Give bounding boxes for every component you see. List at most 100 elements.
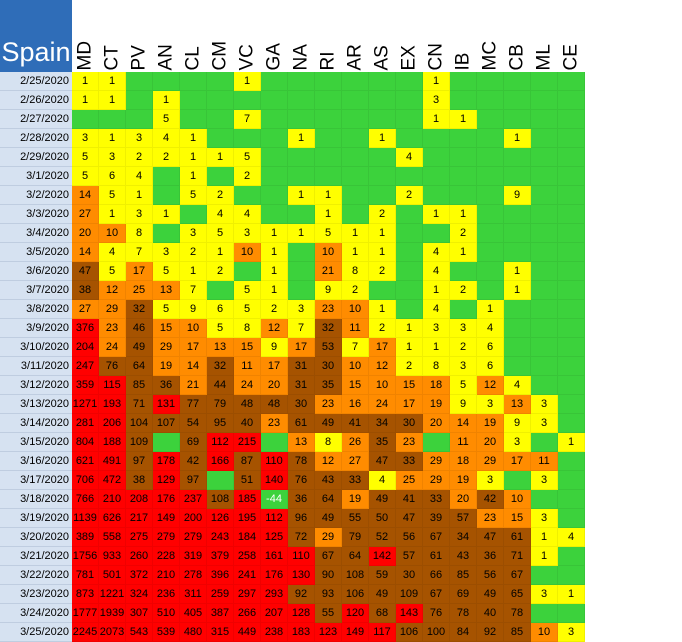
heatmap-cell: 10 (531, 623, 558, 642)
column-header-cn: CN (423, 0, 450, 72)
heatmap-cell: 46 (126, 319, 153, 338)
heatmap-cell (450, 148, 477, 167)
heatmap-cell: 7 (288, 319, 315, 338)
heatmap-cell: 31 (288, 357, 315, 376)
heatmap-cell: 5 (207, 319, 234, 338)
heatmap-cell: 47 (72, 262, 99, 281)
heatmap-cell: 12 (477, 376, 504, 395)
heatmap-cell (153, 72, 180, 91)
heatmap-cell: 4 (558, 528, 585, 547)
heatmap-cell: 5 (234, 281, 261, 300)
heatmap-cell: 372 (126, 566, 153, 585)
heatmap-cell: 5 (153, 262, 180, 281)
heatmap-cell: 11 (234, 357, 261, 376)
heatmap-cell: 16 (342, 395, 369, 414)
heatmap-cell: 71 (126, 395, 153, 414)
heatmap-cell (558, 224, 585, 243)
heatmap-cell: 480 (180, 623, 207, 642)
heatmap-cell (342, 186, 369, 205)
column-header-ex: EX (396, 0, 423, 72)
heatmap-cell: 1 (369, 300, 396, 319)
heatmap-cell (288, 148, 315, 167)
heatmap-cell (153, 186, 180, 205)
heatmap-cell: 243 (207, 528, 234, 547)
heatmap-cell: 97 (126, 452, 153, 471)
heatmap-cell: 20 (477, 433, 504, 452)
heatmap-cell: 2 (396, 186, 423, 205)
column-header-label: CT (101, 45, 123, 71)
heatmap-cell: 706 (72, 471, 99, 490)
row-header-date: 3/6/2020 (0, 262, 72, 281)
heatmap-cell: 36 (153, 376, 180, 395)
heatmap-cell: 41 (396, 490, 423, 509)
heatmap-cell: 1139 (72, 509, 99, 528)
heatmap-cell: 11 (531, 452, 558, 471)
heatmap-cell: 21 (180, 376, 207, 395)
heatmap-cell: 1 (342, 243, 369, 262)
heatmap-cell: 1 (423, 281, 450, 300)
heatmap-cell: 1 (180, 148, 207, 167)
heatmap-cell: 61 (288, 414, 315, 433)
heatmap-cell: 67 (315, 547, 342, 566)
heatmap-cell: 33 (342, 471, 369, 490)
heatmap-cell (504, 338, 531, 357)
heatmap-cell: 376 (72, 319, 99, 338)
heatmap-cell: 85 (126, 376, 153, 395)
heatmap-cell: 491 (99, 452, 126, 471)
column-header-label: AR (344, 44, 366, 71)
heatmap-cell: 1 (261, 243, 288, 262)
heatmap-cell: 1 (477, 300, 504, 319)
heatmap-cell (531, 167, 558, 186)
heatmap-cell: 8 (423, 357, 450, 376)
heatmap-cell: 76 (99, 357, 126, 376)
heatmap-cell (531, 300, 558, 319)
heatmap-cell (504, 205, 531, 224)
heatmap-cell: 13 (504, 395, 531, 414)
heatmap-cell: 36 (288, 490, 315, 509)
heatmap-cell: 6 (99, 167, 126, 186)
column-header-label: PV (128, 45, 150, 71)
heatmap-cell (450, 262, 477, 281)
column-header-label: ML (533, 44, 555, 71)
heatmap-cell: 2 (342, 281, 369, 300)
heatmap-cell: 10 (369, 376, 396, 395)
column-header-ct: CT (99, 0, 126, 72)
heatmap-cell: 195 (234, 509, 261, 528)
heatmap-cell: 1 (423, 338, 450, 357)
row-header-date: 2/28/2020 (0, 129, 72, 148)
column-header-ib: IB (450, 0, 477, 72)
heatmap-cell: 78 (450, 604, 477, 623)
heatmap-cell (558, 604, 585, 623)
heatmap-cell (504, 72, 531, 91)
heatmap-cell: 10 (504, 490, 531, 509)
heatmap-cell: 108 (207, 490, 234, 509)
heatmap-cell (396, 91, 423, 110)
heatmap-cell: 1 (99, 205, 126, 224)
column-header-vc: VC (234, 0, 261, 72)
heatmap-cell: 24 (99, 338, 126, 357)
heatmap-cell: 510 (153, 604, 180, 623)
heatmap-cell: 14 (180, 357, 207, 376)
heatmap-cell: 9 (315, 281, 342, 300)
column-header-pv: PV (126, 0, 153, 72)
heatmap-cell: 55 (315, 604, 342, 623)
heatmap-cell: 449 (234, 623, 261, 642)
heatmap-cell: 23 (396, 433, 423, 452)
heatmap-cell: 19 (153, 357, 180, 376)
heatmap-cell (396, 72, 423, 91)
heatmap-cell (342, 148, 369, 167)
heatmap-cell: 14 (450, 414, 477, 433)
column-header-label: RI (317, 51, 339, 71)
heatmap-cell (531, 72, 558, 91)
heatmap-cell (558, 376, 585, 395)
heatmap-cell: 4 (504, 376, 531, 395)
heatmap-cell: 3 (180, 224, 207, 243)
heatmap-cell (288, 167, 315, 186)
heatmap-cell: 1756 (72, 547, 99, 566)
heatmap-cell: 85 (450, 566, 477, 585)
heatmap-cell (558, 129, 585, 148)
heatmap-cell: 184 (234, 528, 261, 547)
heatmap-cell: 873 (72, 585, 99, 604)
heatmap-cell: 8 (342, 262, 369, 281)
heatmap-cell (288, 262, 315, 281)
